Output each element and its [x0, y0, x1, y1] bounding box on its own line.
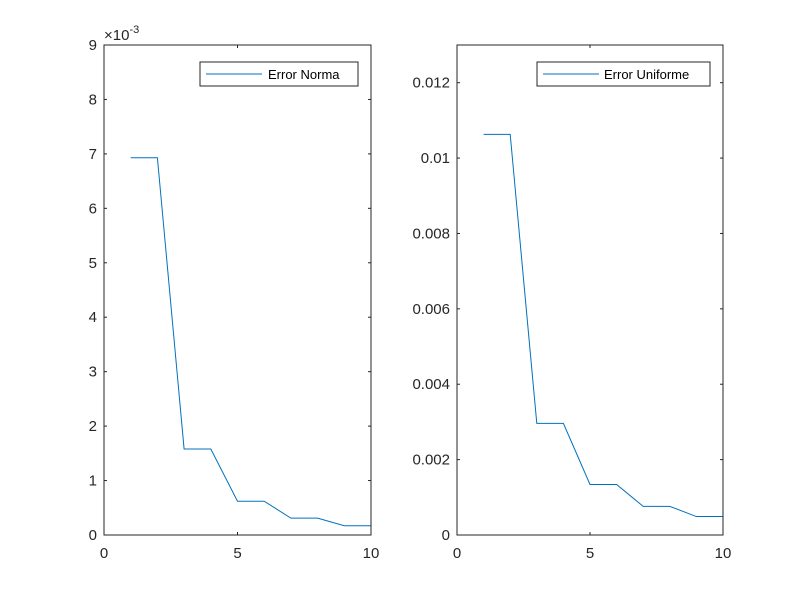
series-line-error-norma [130, 157, 371, 527]
y-tick-label-5: 0.01 [421, 150, 450, 167]
plot-area-left [104, 45, 371, 535]
y-exponent-label: ×10-3 [104, 24, 139, 44]
y-tick-label-0: 0 [89, 527, 97, 544]
y-tick-label-8: 8 [89, 91, 97, 108]
axes-box-left [103, 44, 372, 536]
y-tick-label-7: 7 [89, 146, 97, 163]
y-tick-label-3: 0.006 [412, 301, 450, 318]
subplot-error-uniforme: 0 5 10 0 0.002 0.004 0.006 0.008 0.01 0.012 Error… [412, 44, 731, 562]
subplot-error-norma: 0 5 10 0 1 2 3 4 5 6 7 8 9 ×10-3 Error Norma [89, 24, 380, 562]
y-tick-label-1: 0.002 [412, 452, 450, 469]
y-tick-label-2: 0.004 [412, 376, 450, 393]
x-tick-label-0: 0 [100, 545, 108, 562]
y-tick-label-5: 5 [89, 255, 97, 272]
y-tick-label-6: 6 [89, 200, 97, 217]
y-tick-label-9: 9 [89, 37, 97, 54]
plot-area-right [457, 45, 723, 535]
axis-tick-labels-left: 0 5 10 0 1 2 3 4 5 6 7 8 9 [89, 37, 380, 562]
y-tick-label-4: 0.008 [412, 225, 450, 242]
axes-box-right [456, 44, 724, 536]
x-tick-label-1: 5 [586, 545, 594, 562]
legend-right: Error Uniforme [536, 61, 711, 87]
y-tick-label-0: 0 [442, 527, 450, 544]
y-tick-label-1: 1 [89, 473, 97, 490]
legend-label-error-norma: Error Norma [268, 67, 340, 82]
legend-left: Error Norma [199, 61, 359, 87]
x-tick-label-2: 10 [715, 545, 732, 562]
y-tick-label-6: 0.012 [412, 75, 450, 92]
y-tick-label-4: 4 [89, 309, 97, 326]
x-tick-label-2: 10 [363, 545, 380, 562]
x-tick-label-1: 5 [233, 545, 241, 562]
axis-tick-labels-right: 0 5 10 0 0.002 0.004 0.006 0.008 0.01 0.012 [412, 75, 731, 562]
legend-label-error-uniforme: Error Uniforme [604, 67, 689, 82]
series-line-error-uniforme [483, 133, 723, 518]
y-tick-label-3: 3 [89, 364, 97, 381]
x-tick-label-0: 0 [453, 545, 461, 562]
y-tick-label-2: 2 [89, 418, 97, 435]
